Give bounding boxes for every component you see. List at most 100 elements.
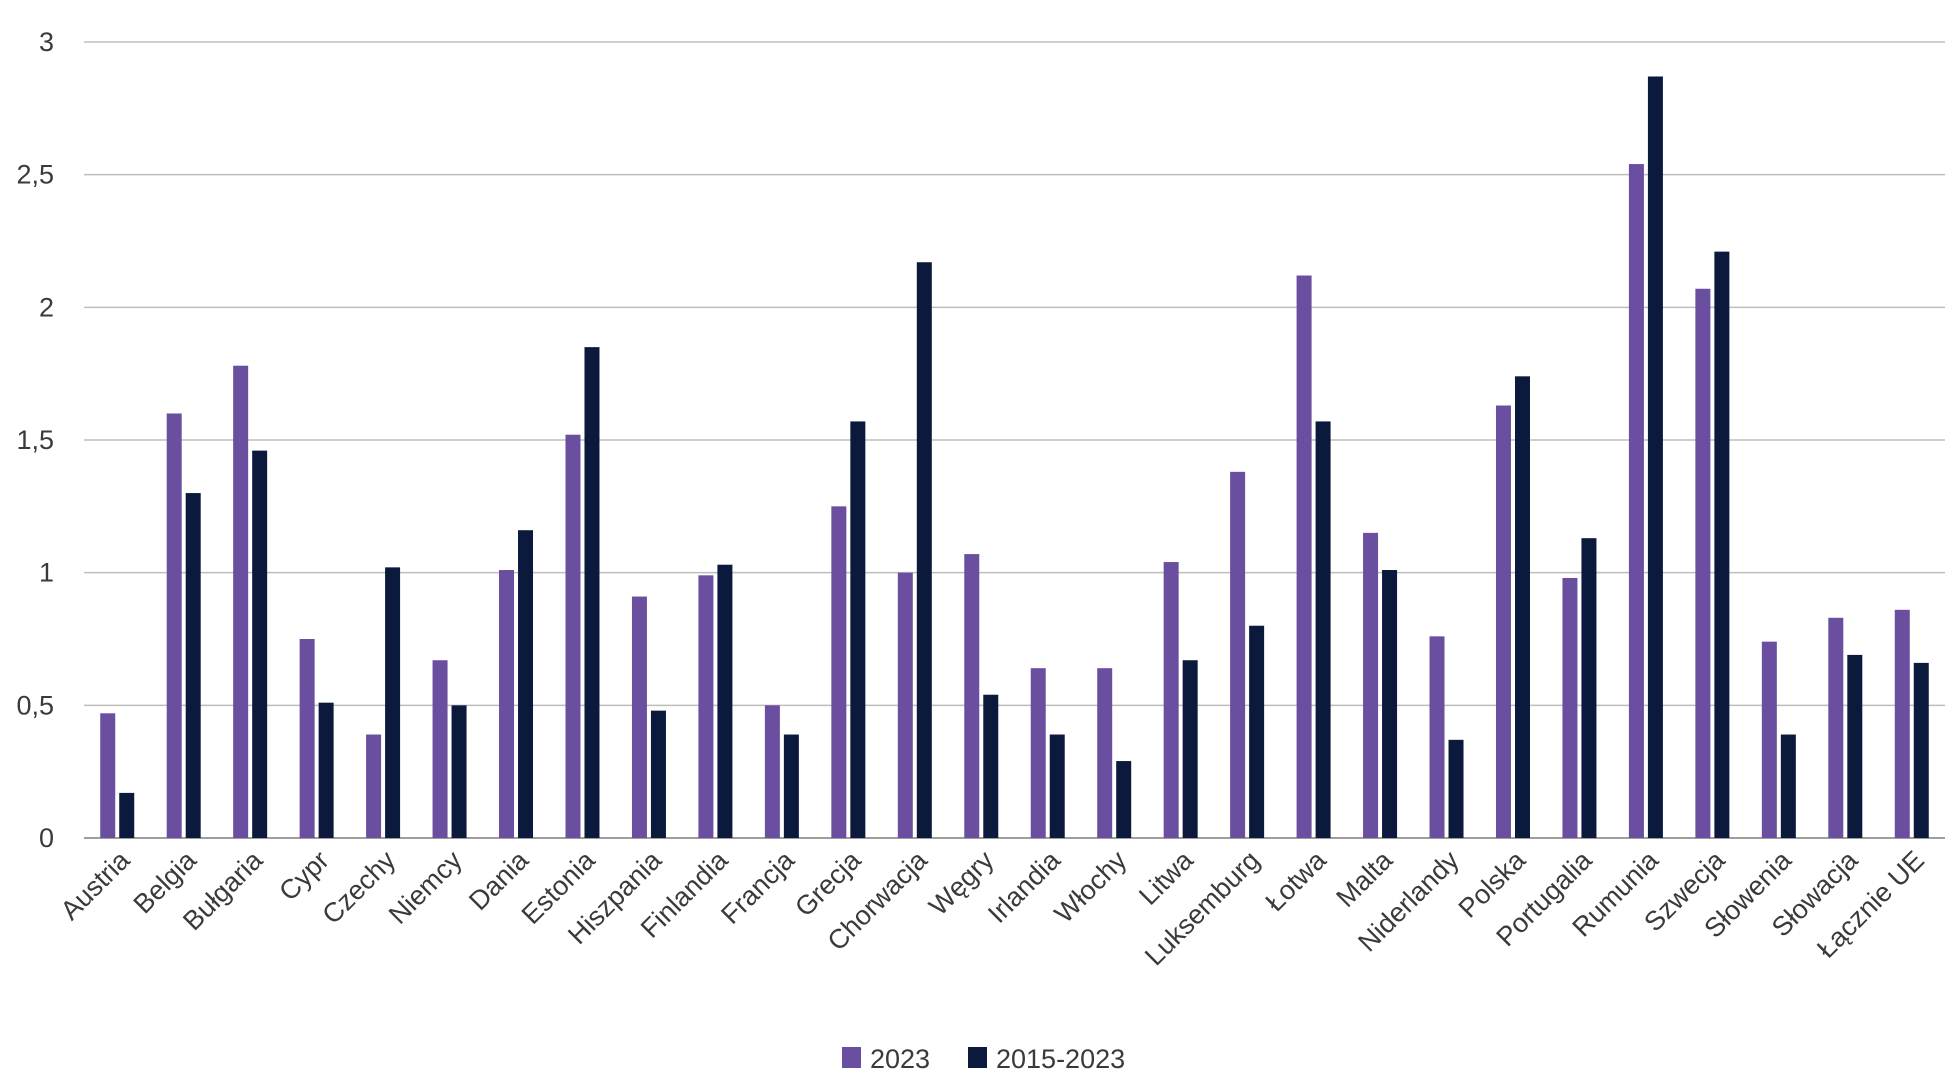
- bar-2023: [166, 413, 182, 838]
- bar-2023: [1429, 636, 1445, 838]
- bar-2015-2023: [1780, 734, 1796, 838]
- bar-2023: [1163, 562, 1179, 838]
- bar-2015-2023: [1714, 251, 1730, 838]
- bar-group: [964, 554, 999, 838]
- bar-2023: [1296, 275, 1312, 838]
- bar-group: [1828, 617, 1863, 838]
- bar-2023: [499, 570, 515, 838]
- bar-group: [1495, 376, 1530, 838]
- bar-2023: [1495, 405, 1511, 838]
- bar-group: [1363, 532, 1398, 838]
- bar-2023: [100, 713, 116, 838]
- bar-2015-2023: [717, 564, 733, 838]
- bar-2023: [1562, 577, 1578, 838]
- bar-2015-2023: [1448, 739, 1464, 838]
- bar-2023: [1030, 668, 1046, 838]
- bar-2015-2023: [1249, 625, 1265, 838]
- legend-item: 2015-2023: [968, 1044, 1125, 1074]
- bar-group: [1296, 275, 1331, 838]
- y-tick-label: 1,5: [16, 425, 54, 455]
- bar-2015-2023: [119, 792, 135, 838]
- bar-group: [1761, 641, 1796, 838]
- bar-group: [100, 713, 135, 838]
- bar-2015-2023: [252, 450, 268, 838]
- bar-2015-2023: [1315, 421, 1331, 838]
- bar-2023: [1894, 609, 1910, 838]
- bar-group: [299, 639, 334, 838]
- y-tick-label: 2,5: [16, 160, 54, 190]
- x-category-label: Francja: [715, 844, 801, 930]
- bar-group: [631, 596, 666, 838]
- y-axis-tick-labels: 0 0,5 1 1,5 2 2,5 3: [16, 27, 54, 853]
- bar-2015-2023: [1913, 662, 1929, 838]
- bar-2023: [432, 660, 448, 838]
- bar-2015-2023: [916, 262, 932, 838]
- bar-2023: [1628, 164, 1644, 838]
- bar-2015-2023: [518, 530, 534, 838]
- bar-2023: [1363, 532, 1379, 838]
- bar-group: [366, 567, 401, 838]
- bar-group: [166, 413, 201, 838]
- bar-2015-2023: [1116, 761, 1132, 838]
- grid-lines: [84, 41, 1945, 839]
- legend-swatch: [968, 1047, 987, 1068]
- bar-2015-2023: [1182, 660, 1198, 838]
- bars: [100, 76, 1929, 838]
- bar-group: [1562, 538, 1597, 838]
- bar-group: [565, 347, 600, 838]
- legend-label: 2023: [870, 1044, 930, 1074]
- bar-2015-2023: [1847, 654, 1863, 838]
- bar-2015-2023: [783, 734, 799, 838]
- bar-group: [1097, 668, 1132, 838]
- y-tick-label: 2: [39, 292, 54, 322]
- bar-2015-2023: [185, 493, 201, 838]
- bar-2023: [366, 734, 382, 838]
- bar-2015-2023: [1647, 76, 1663, 838]
- y-tick-label: 3: [39, 27, 54, 57]
- bar-group: [831, 421, 866, 838]
- bar-group: [1030, 668, 1065, 838]
- bar-2023: [1695, 288, 1711, 838]
- y-tick-label: 1: [39, 558, 54, 588]
- bar-2023: [233, 365, 249, 838]
- bar-2015-2023: [1382, 570, 1398, 838]
- x-category-label: Czechy: [316, 845, 401, 930]
- bar-group: [1429, 636, 1464, 838]
- bar-group: [432, 660, 467, 838]
- bar-2023: [1828, 617, 1844, 838]
- bar-2023: [897, 572, 913, 838]
- x-category-label: Irlandia: [982, 844, 1067, 929]
- bar-2023: [698, 575, 714, 838]
- bar-2023: [1761, 641, 1777, 838]
- bar-group: [1230, 471, 1265, 838]
- x-category-label: Łotwa: [1260, 844, 1333, 917]
- bar-2015-2023: [451, 705, 467, 838]
- bar-group: [897, 262, 932, 838]
- bar-2023: [565, 434, 581, 838]
- bar-2015-2023: [983, 694, 999, 838]
- bar-2015-2023: [650, 710, 666, 838]
- bar-2023: [631, 596, 647, 838]
- y-tick-label: 0: [39, 823, 54, 853]
- legend-label: 2015-2023: [996, 1044, 1125, 1074]
- legend-swatch: [842, 1047, 861, 1068]
- x-category-label: Włochy: [1049, 845, 1133, 929]
- bar-2015-2023: [1049, 734, 1065, 838]
- bar-group: [1628, 76, 1663, 838]
- bar-2015-2023: [850, 421, 866, 838]
- bar-2015-2023: [584, 347, 600, 838]
- bar-2023: [831, 506, 847, 838]
- bar-2023: [764, 705, 780, 838]
- bar-group: [698, 564, 733, 838]
- x-category-label: Niemcy: [383, 845, 468, 930]
- bar-2023: [964, 554, 980, 838]
- bar-group: [764, 705, 799, 838]
- legend: 2023 2015-2023: [842, 1044, 1125, 1074]
- bar-2015-2023: [318, 702, 334, 838]
- x-category-label: Cypr: [273, 845, 335, 907]
- bar-group: [1163, 562, 1198, 838]
- bar-2015-2023: [385, 567, 401, 838]
- bar-group: [233, 365, 268, 838]
